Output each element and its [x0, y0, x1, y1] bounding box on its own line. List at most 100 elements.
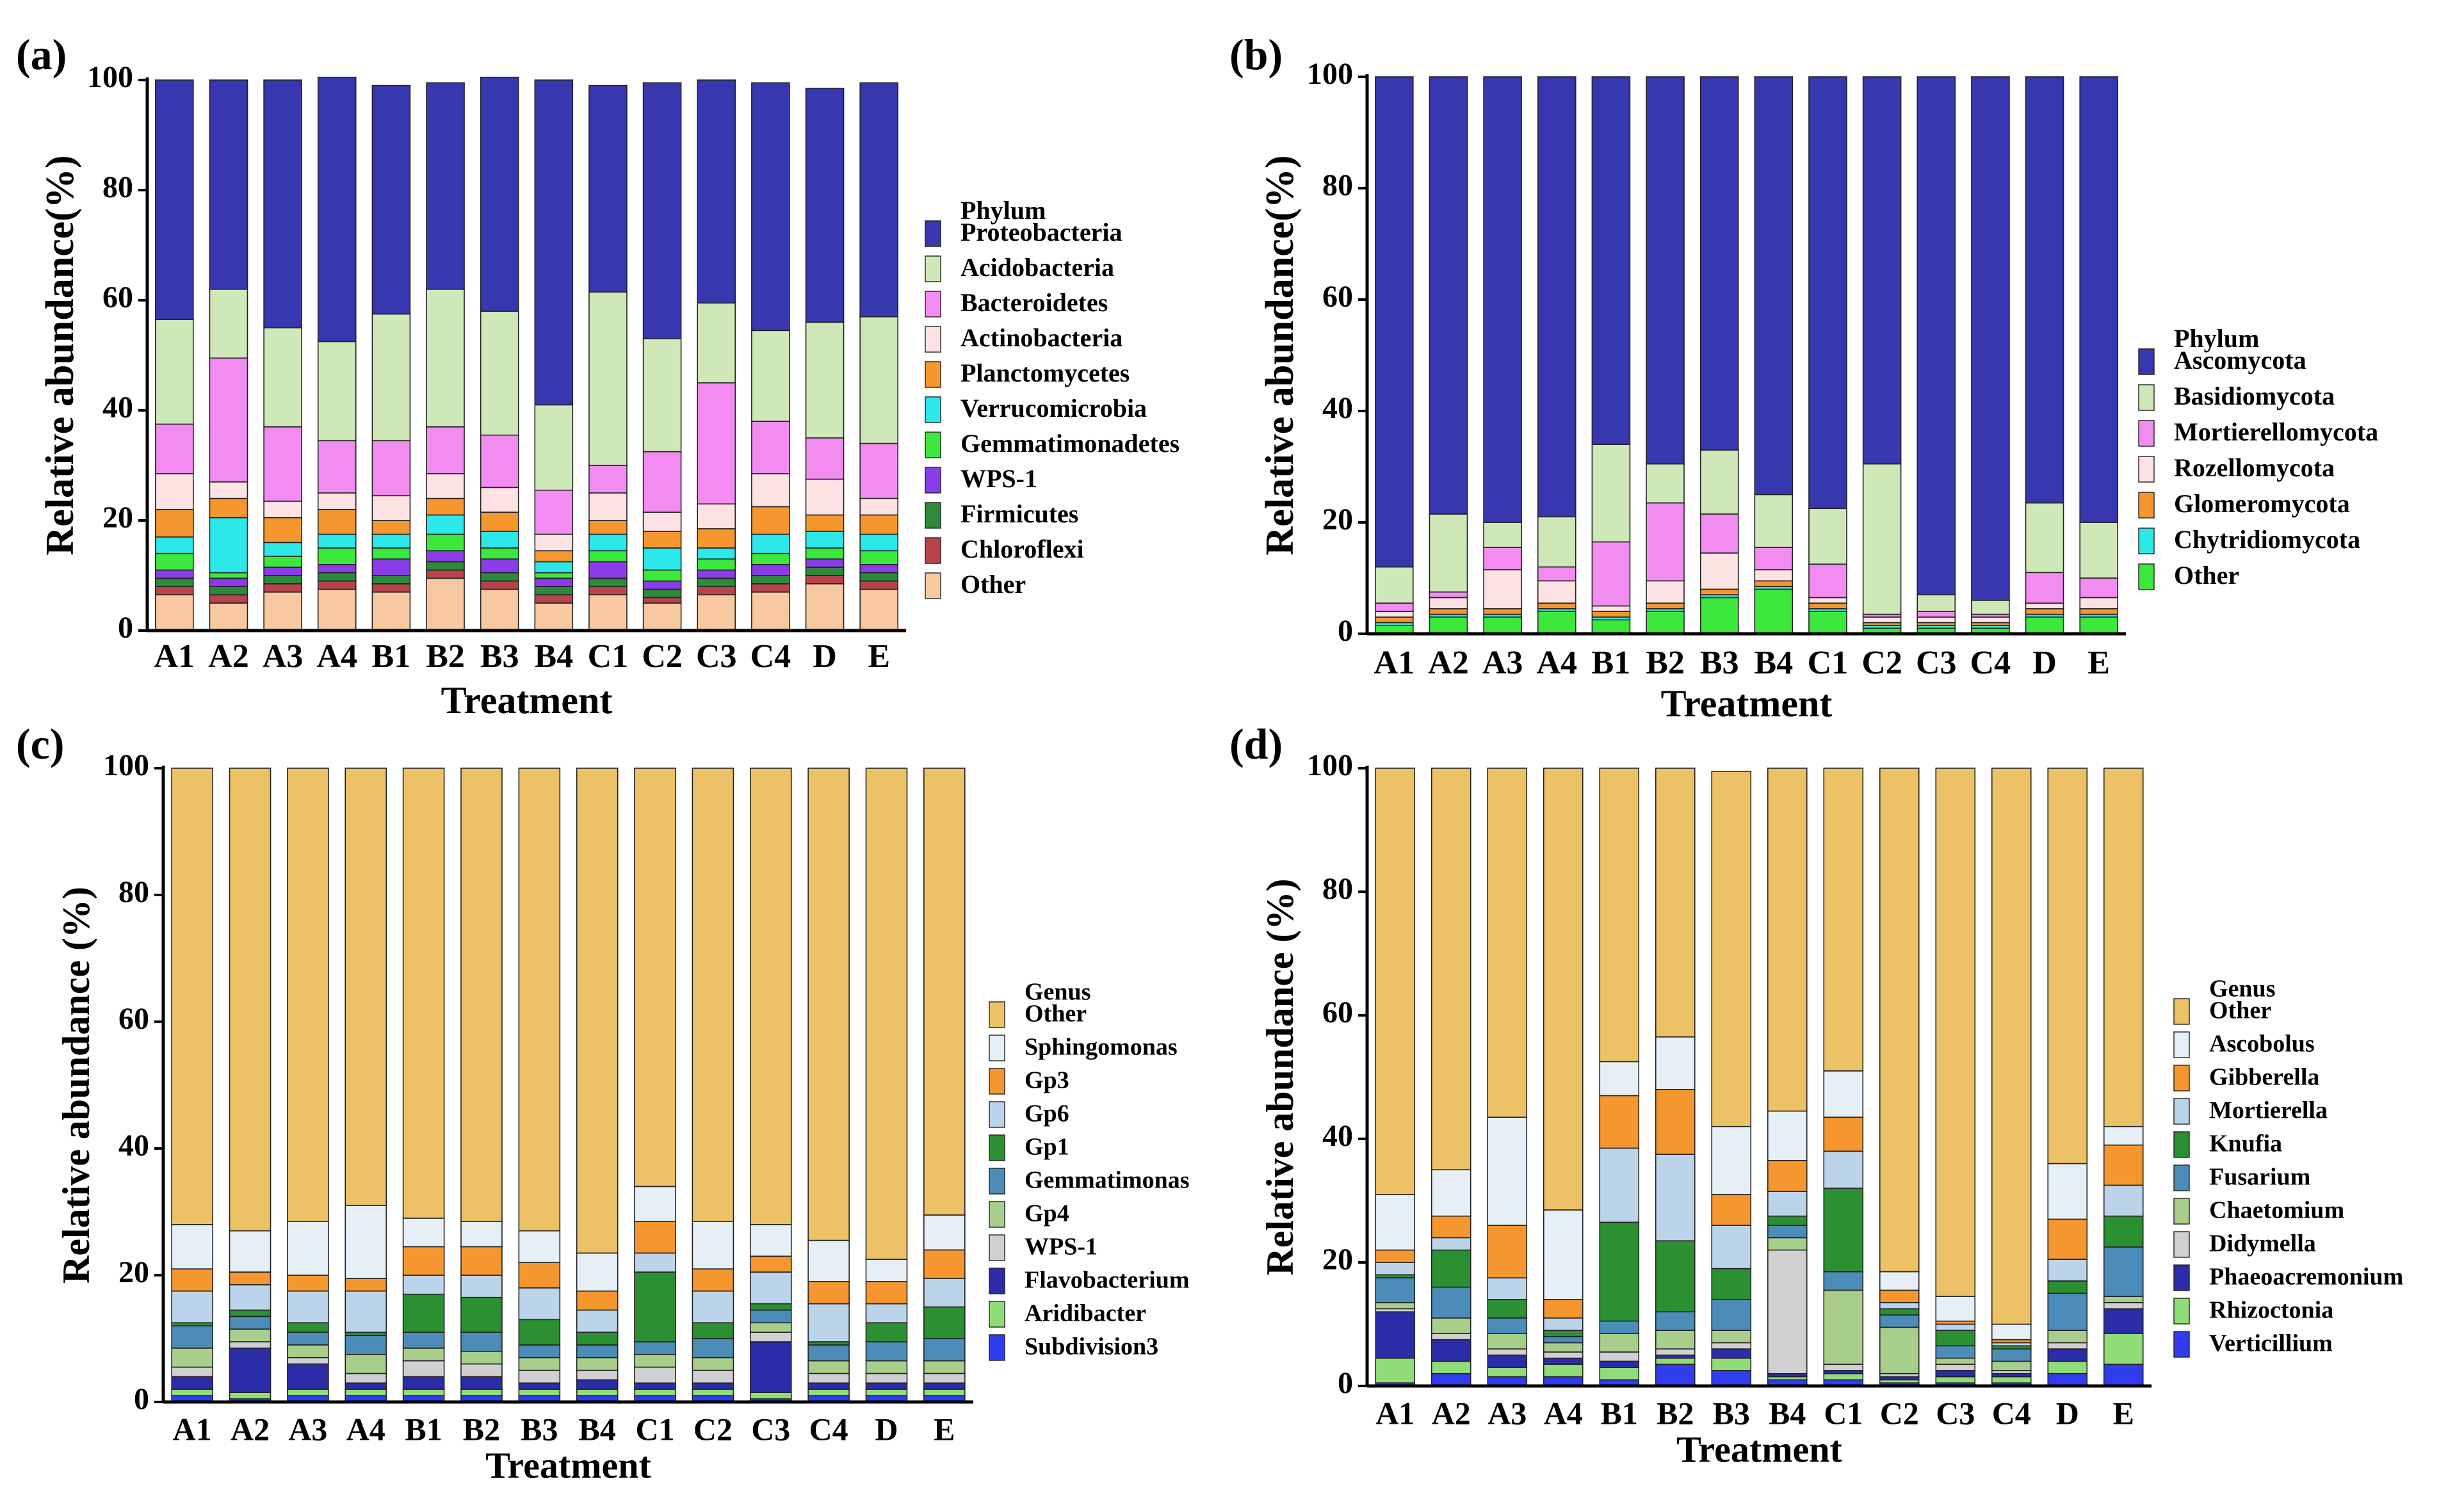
bar-segment-gp4-a2: [229, 1328, 272, 1342]
bar-segment-sphingomonas-a1: [171, 1224, 213, 1269]
bar-segment-bacteroidetes-c2: [642, 451, 682, 513]
bar-segment-actinobacteria-a4: [317, 492, 357, 510]
bar-segment-wps-1-b2: [426, 550, 465, 563]
bar-segment-didymella-b3: [1711, 1342, 1752, 1349]
legend-label-other: Other: [960, 570, 1026, 599]
legend-swatch-firmicutes: [925, 502, 941, 529]
bar-segment-firmicutes-c1: [588, 577, 628, 587]
x-tick-label: C4: [750, 638, 791, 675]
bar-segment-rozellomycota-b2: [1646, 580, 1685, 604]
bar-segment-sphingomonas-a2: [229, 1230, 272, 1273]
bar-segment-aridibacter-c2: [692, 1389, 734, 1396]
bar-segment-actinobacteria-c2: [642, 511, 682, 532]
bar-segment-proteobacteria-c4: [751, 82, 790, 332]
legend-swatch-subdivision3: [989, 1334, 1005, 1361]
bar-segment-planctomycetes-a1: [155, 508, 194, 538]
bar-segment-fusarium-c4: [1991, 1348, 2032, 1362]
y-tick-label: 40: [118, 1129, 149, 1163]
bar-segment-basidiomycota-d: [2025, 502, 2064, 574]
bar-segment-bacteroidetes-a2: [209, 357, 248, 483]
y-tick-label: 100: [1307, 57, 1353, 91]
x-tick-label: A1: [1375, 1395, 1414, 1431]
legend-label-proteobacteria: Proteobacteria: [960, 218, 1122, 246]
legend-swatch-verticillium: [2173, 1331, 2190, 1358]
legend-label-subdivision3: Subdivision3: [1025, 1333, 1158, 1360]
bar-segment-gp3-a2: [229, 1271, 272, 1285]
bar-segment-wps-1-a4: [317, 563, 357, 574]
x-tick-label: B4: [1769, 1395, 1806, 1431]
bar-segment-basidiomycota-b2: [1646, 463, 1685, 504]
bar-segment-actinobacteria-c1: [588, 492, 628, 521]
bar-segment-actinobacteria-a2: [209, 481, 248, 499]
bar-segment-gp6-c1: [634, 1252, 676, 1273]
bar-segment-aridibacter-c1: [634, 1389, 676, 1396]
bar-segment-verrucomicrobia-b3: [480, 531, 519, 549]
bar-segment-gp1-b4: [576, 1332, 619, 1346]
bar-segment-basidiomycota-a1: [1375, 566, 1414, 604]
x-tick-label: C1: [588, 638, 629, 675]
bar-segment-verrucomicrobia-a2: [209, 517, 248, 574]
x-tick-label: A4: [316, 638, 357, 675]
bar-segment-ascomycota-b1: [1591, 76, 1631, 446]
bar-segment-mortierellomycota-b4: [1754, 547, 1794, 570]
bar-segment-proteobacteria-b1: [371, 85, 411, 315]
bar-segment-firmicutes-a2: [209, 586, 248, 595]
legend-label-mortierellomycota: Mortierellomycota: [2174, 417, 2378, 446]
bar-segment-rozellomycota-e: [2079, 597, 2118, 609]
bar-segment-rhizoctonia-a4: [1543, 1364, 1584, 1378]
bar-segment-chloroflexi-b3: [480, 580, 519, 590]
bar-segment-mortierellomycota-c3: [1917, 611, 1956, 618]
bar-segment-proteobacteria-b4: [534, 79, 574, 406]
bar-segment-proteobacteria-d: [805, 88, 845, 323]
bar-segment-wps-1-e: [923, 1373, 966, 1384]
legend-label-firmicutes: Firmicutes: [960, 499, 1078, 528]
bar-segment-other-c3: [697, 594, 736, 631]
x-tick-label: B4: [578, 1411, 615, 1447]
bar-segment-proteobacteria-c3: [697, 79, 736, 304]
bar-segment-flavobacterium-a3: [287, 1363, 329, 1390]
bar-segment-verrucomicrobia-c3: [697, 547, 736, 560]
bar-segment-ascobolus-b1: [1599, 1061, 1640, 1097]
bar-segment-flavobacterium-a2: [229, 1348, 272, 1393]
legend-label-bacteroidetes: Bacteroidetes: [960, 288, 1108, 317]
bar-segment-knufia-b2: [1655, 1240, 1696, 1312]
bar-segment-phaeoacremonium-a4: [1543, 1357, 1584, 1365]
legend-label-chloroflexi: Chloroflexi: [960, 535, 1084, 563]
bar-segment-mortierellomycota-d: [2025, 572, 2064, 604]
bar-segment-gibberella-a4: [1543, 1299, 1584, 1319]
x-tick-label: C3: [696, 638, 737, 675]
bar-segment-gp6-a2: [229, 1284, 272, 1311]
bar-segment-gibberella-a2: [1431, 1215, 1471, 1239]
x-axis-title: Treatment: [485, 1444, 651, 1486]
x-tick-label: A3: [1487, 1395, 1527, 1431]
bar-segment-other-b3: [480, 588, 519, 631]
bar-segment-gp4-b4: [576, 1357, 619, 1371]
x-tick-label: B1: [1592, 645, 1631, 681]
bar-segment-other-b1: [402, 768, 445, 1219]
bar-segment-other-a4: [344, 768, 387, 1206]
bar-segment-aridibacter-b2: [460, 1389, 503, 1396]
legend-label-verticillium: Verticillium: [2209, 1330, 2333, 1357]
bar-segment-knufia-a4: [1543, 1330, 1584, 1337]
bar-segment-mortierellomycota-a2: [1429, 591, 1468, 599]
bar-segment-acidobacteria-b3: [480, 310, 519, 436]
bar-segment-wps-1-a4: [344, 1373, 387, 1384]
bar-segment-ascomycota-a4: [1537, 76, 1576, 518]
bar-segment-verrucomicrobia-d: [805, 531, 845, 549]
bar-segment-other-b2: [1646, 611, 1685, 634]
bar-segment-gp1-b1: [402, 1293, 445, 1333]
bar-segment-bacteroidetes-a1: [155, 423, 194, 474]
bar-segment-chaetomium-a3: [1487, 1333, 1528, 1349]
bar-segment-phaeoacremonium-e: [2103, 1308, 2144, 1334]
bar-segment-other-a3: [1487, 768, 1528, 1118]
bar-segment-verrucomicrobia-b1: [371, 533, 411, 549]
bar-segment-flavobacterium-b2: [460, 1376, 503, 1390]
bar-segment-other-b4: [1754, 588, 1794, 634]
bar-segment-chloroflexi-c1: [588, 586, 628, 595]
bar-segment-gp3-c1: [634, 1221, 676, 1254]
bar-segment-chloroflexi-a4: [317, 580, 357, 590]
bar-segment-chaetomium-b2: [1655, 1330, 1696, 1349]
bar-segment-other-c2: [692, 768, 734, 1222]
bar-segment-mortierella-b1: [1599, 1147, 1640, 1223]
bar-segment-other-a2: [1431, 768, 1471, 1171]
